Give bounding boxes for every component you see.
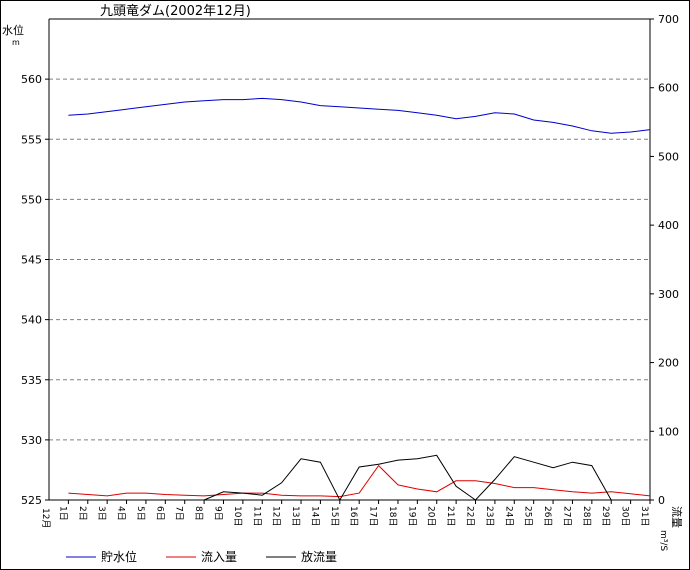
axes: 525 530 535 540 545 550 555 560 0 100 200 300 400 500… [21, 13, 684, 551]
right-tick-label: 700 [658, 13, 679, 26]
x-tick-label: 14日 [309, 506, 320, 526]
x-tick-label: 8日 [193, 506, 204, 521]
x-tick-label: 15日 [329, 506, 340, 526]
right-tick-label: 400 [658, 219, 679, 232]
left-tick-label: 525 [21, 494, 42, 507]
x-tick-label: 13日 [290, 506, 301, 526]
x-tick-label: 12日 [271, 506, 282, 526]
right-tick-label: 500 [658, 150, 679, 163]
series-line-right-000000 [203, 454, 612, 502]
right-axis-unit: m³/S [658, 530, 668, 551]
series-line-left-0000cc [68, 97, 651, 134]
left-tick-label: 560 [21, 73, 42, 86]
x-tick-label: 21日 [445, 506, 456, 526]
left-tick-label: 545 [21, 254, 42, 267]
x-tick-label: 11日 [251, 506, 262, 526]
x-tick-label: 4日 [116, 506, 127, 521]
x-tick-label: 28日 [581, 506, 592, 526]
x-tick-label: 2日 [77, 506, 88, 521]
left-axis-unit: m [12, 38, 20, 47]
x-tick-label: 27日 [561, 506, 572, 526]
right-tick-label: 100 [658, 425, 679, 438]
x-tick-label: 6日 [154, 506, 165, 521]
x-tick-label: 7日 [174, 506, 185, 521]
x-tick-label: 3日 [96, 506, 107, 521]
x-tick-label: 16日 [348, 506, 359, 526]
x-tick-label: 9日 [212, 506, 223, 521]
left-tick-label: 535 [21, 374, 42, 387]
x-tick-label: 5日 [135, 506, 146, 521]
legend-label: 貯水位 [101, 549, 137, 564]
series-lines [68, 97, 651, 502]
left-tick-label: 530 [21, 434, 42, 447]
x-tick-label: 24日 [503, 506, 514, 526]
x-tick-label: 30日 [620, 506, 631, 526]
chart-title: 九頭竜ダム(2002年12月) [100, 4, 251, 19]
x-tick-label: 1日 [57, 506, 68, 521]
left-tick-label: 550 [21, 193, 42, 206]
series-line-right-dd0000 [68, 464, 651, 498]
x-tick-label: 29日 [600, 506, 611, 526]
x-tick-label: 18日 [387, 506, 398, 526]
x-tick-label: 22日 [465, 506, 476, 526]
right-tick-label: 0 [658, 494, 665, 507]
x-tick-label: 20日 [426, 506, 437, 526]
legend: 貯水位 流入量 放流量 [66, 549, 337, 564]
x-axis-first-label: 12月 [40, 508, 51, 528]
x-tick-label: 10日 [232, 506, 243, 526]
left-tick-label: 555 [21, 133, 42, 146]
x-tick-label: 17日 [368, 506, 379, 526]
x-tick-label: 19日 [406, 506, 417, 526]
right-tick-label: 300 [658, 288, 679, 301]
legend-label: 流入量 [201, 550, 237, 564]
left-tick-label: 540 [21, 314, 42, 327]
right-tick-label: 600 [658, 82, 679, 95]
left-axis-label: 水位 [2, 23, 24, 37]
legend-label: 放流量 [301, 549, 337, 564]
x-tick-label: 31日 [639, 506, 650, 526]
x-tick-label: 23日 [484, 506, 495, 526]
gridlines [49, 78, 650, 441]
right-axis-label: 流量 [670, 506, 684, 528]
right-tick-label: 200 [658, 357, 679, 370]
x-tick-label: 26日 [542, 506, 553, 526]
x-tick-label: 25日 [523, 506, 534, 526]
